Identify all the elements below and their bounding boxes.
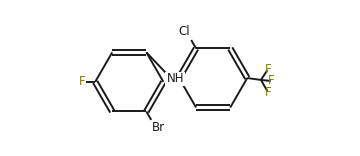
Text: NH: NH bbox=[166, 73, 184, 85]
Text: Cl: Cl bbox=[179, 25, 190, 38]
Text: Br: Br bbox=[152, 121, 165, 134]
Text: F: F bbox=[265, 63, 272, 76]
Text: F: F bbox=[265, 85, 272, 99]
Text: F: F bbox=[79, 75, 85, 88]
Text: F: F bbox=[268, 74, 275, 87]
